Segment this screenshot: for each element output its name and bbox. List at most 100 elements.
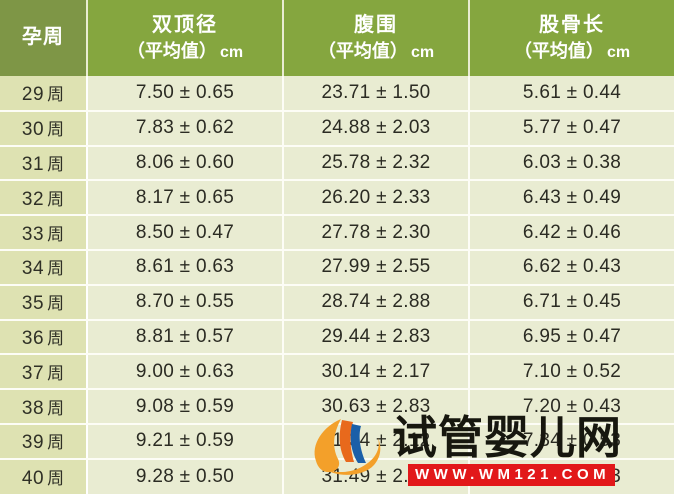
cell-bpd: 9.08 ± 0.59 xyxy=(87,389,284,425)
cell-fl: 7.34 ± 0.53 xyxy=(469,423,674,460)
cell-week-number: 40 xyxy=(21,467,45,489)
column-header-fl-subtitle-text: （平均值） xyxy=(513,40,604,61)
cell-ac: 27.99 ± 2.55 xyxy=(283,249,470,286)
cell-week-unit: 周 xyxy=(47,120,65,140)
header-row: 孕周 双顶径 （平均值） cm 腹围 （平均值） cm 股骨长 （平均值） cm xyxy=(0,0,674,76)
cell-week-number: 34 xyxy=(21,258,45,280)
cell-week-unit: 周 xyxy=(47,84,65,104)
column-header-ac-title: 腹围 xyxy=(354,13,398,36)
cell-fl: 7.20 ± 0.43 xyxy=(469,389,674,425)
cell-ac: 30.14 ± 2.17 xyxy=(283,354,470,391)
table-row: 29 周 7.50 ± 0.65 23.71 ± 1.50 5.61 ± 0.44 xyxy=(0,76,674,112)
column-header-ac-subtitle-text: （平均值） xyxy=(317,40,408,61)
column-header-week-label: 孕周 xyxy=(22,26,64,49)
cell-week-unit: 周 xyxy=(47,363,65,383)
table-row: 39 周 9.21 ± 0.59 31.34 ± 2.12 7.34 ± 0.53 xyxy=(0,423,674,460)
table-row: 35 周 8.70 ± 0.55 28.74 ± 2.88 6.71 ± 0.45 xyxy=(0,284,674,321)
cell-week-unit: 周 xyxy=(47,468,65,488)
cell-fl: 7.40 ± 0.53 xyxy=(469,458,674,494)
cell-ac: 26.20 ± 2.33 xyxy=(283,180,470,217)
cell-fl: 6.95 ± 0.47 xyxy=(469,319,674,356)
cell-week-unit: 周 xyxy=(47,224,65,244)
cell-week: 36 周 xyxy=(0,319,88,356)
cell-fl: 6.62 ± 0.43 xyxy=(469,249,674,286)
column-header-bpd: 双顶径 （平均值） cm xyxy=(87,0,284,76)
column-header-ac: 腹围 （平均值） cm xyxy=(283,0,470,76)
cell-ac: 30.63 ± 2.83 xyxy=(283,389,470,425)
column-header-week: 孕周 xyxy=(0,0,88,76)
cell-week-number: 31 xyxy=(21,153,45,175)
table-row: 30 周 7.83 ± 0.62 24.88 ± 2.03 5.77 ± 0.47 xyxy=(0,110,674,147)
cell-bpd: 9.00 ± 0.63 xyxy=(87,354,284,391)
cell-week: 31 周 xyxy=(0,145,88,182)
cell-bpd: 7.50 ± 0.65 xyxy=(87,76,284,112)
cell-week-unit: 周 xyxy=(47,259,65,279)
cell-ac: 23.71 ± 1.50 xyxy=(283,76,470,112)
cell-week: 30 周 xyxy=(0,110,88,147)
cell-week-number: 32 xyxy=(21,188,45,210)
column-header-ac-subtitle: （平均值） cm xyxy=(284,40,468,63)
table-row: 31 周 8.06 ± 0.60 25.78 ± 2.32 6.03 ± 0.38 xyxy=(0,145,674,182)
cell-week-unit: 周 xyxy=(47,328,65,348)
cell-bpd: 9.21 ± 0.59 xyxy=(87,423,284,460)
cell-fl: 7.10 ± 0.52 xyxy=(469,354,674,391)
cell-bpd: 8.81 ± 0.57 xyxy=(87,319,284,356)
cell-bpd: 7.83 ± 0.62 xyxy=(87,110,284,147)
cell-bpd: 8.17 ± 0.65 xyxy=(87,180,284,217)
cell-week-number: 37 xyxy=(21,362,45,384)
cell-ac: 31.34 ± 2.12 xyxy=(283,423,470,460)
cell-ac: 28.74 ± 2.88 xyxy=(283,284,470,321)
cell-week: 33 周 xyxy=(0,215,88,251)
column-header-bpd-subtitle: （平均值） cm xyxy=(88,40,282,63)
cell-week-number: 29 xyxy=(21,83,45,105)
cell-bpd: 8.61 ± 0.63 xyxy=(87,249,284,286)
table-row: 40 周 9.28 ± 0.50 31.49 ± 2.79 7.40 ± 0.53 xyxy=(0,458,674,494)
cell-fl: 5.61 ± 0.44 xyxy=(469,76,674,112)
cell-bpd: 8.70 ± 0.55 xyxy=(87,284,284,321)
column-header-bpd-unit: cm xyxy=(219,43,244,61)
cell-week: 34 周 xyxy=(0,249,88,286)
cell-week-number: 36 xyxy=(21,327,45,349)
cell-ac: 29.44 ± 2.83 xyxy=(283,319,470,356)
column-header-fl-title: 股骨长 xyxy=(539,13,605,36)
cell-ac: 27.78 ± 2.30 xyxy=(283,215,470,251)
cell-fl: 6.43 ± 0.49 xyxy=(469,180,674,217)
cell-week-number: 39 xyxy=(21,432,45,454)
cell-week-unit: 周 xyxy=(47,294,65,314)
cell-fl: 6.71 ± 0.45 xyxy=(469,284,674,321)
cell-week: 38 周 xyxy=(0,389,88,425)
table-header: 孕周 双顶径 （平均值） cm 腹围 （平均值） cm 股骨长 （平均值） cm xyxy=(0,0,674,76)
cell-week: 37 周 xyxy=(0,354,88,391)
cell-week-unit: 周 xyxy=(47,398,65,418)
cell-week: 39 周 xyxy=(0,423,88,460)
column-header-fl-unit: cm xyxy=(606,43,631,61)
cell-bpd: 8.50 ± 0.47 xyxy=(87,215,284,251)
cell-week-unit: 周 xyxy=(47,154,65,174)
column-header-ac-unit: cm xyxy=(410,43,435,61)
table-row: 38 周 9.08 ± 0.59 30.63 ± 2.83 7.20 ± 0.43 xyxy=(0,389,674,425)
cell-bpd: 9.28 ± 0.50 xyxy=(87,458,284,494)
table-row: 33 周 8.50 ± 0.47 27.78 ± 2.30 6.42 ± 0.46 xyxy=(0,215,674,251)
cell-bpd: 8.06 ± 0.60 xyxy=(87,145,284,182)
cell-week-number: 33 xyxy=(21,223,45,245)
cell-week-unit: 周 xyxy=(47,433,65,453)
column-header-fl-subtitle: （平均值） cm xyxy=(470,40,674,63)
cell-week-number: 30 xyxy=(21,119,45,141)
cell-week-unit: 周 xyxy=(47,189,65,209)
table-body: 29 周 7.50 ± 0.65 23.71 ± 1.50 5.61 ± 0.44 30 周… xyxy=(0,76,674,494)
cell-week: 32 周 xyxy=(0,180,88,217)
cell-ac: 25.78 ± 2.32 xyxy=(283,145,470,182)
cell-ac: 31.49 ± 2.79 xyxy=(283,458,470,494)
cell-ac: 24.88 ± 2.03 xyxy=(283,110,470,147)
cell-week-number: 38 xyxy=(21,397,45,419)
column-header-bpd-title: 双顶径 xyxy=(152,13,218,36)
table-row: 34 周 8.61 ± 0.63 27.99 ± 2.55 6.62 ± 0.43 xyxy=(0,249,674,286)
cell-week: 35 周 xyxy=(0,284,88,321)
cell-week: 29 周 xyxy=(0,76,88,112)
cell-week-number: 35 xyxy=(21,293,45,315)
cell-fl: 6.03 ± 0.38 xyxy=(469,145,674,182)
column-header-bpd-subtitle-text: （平均值） xyxy=(126,40,217,61)
table-row: 36 周 8.81 ± 0.57 29.44 ± 2.83 6.95 ± 0.47 xyxy=(0,319,674,356)
